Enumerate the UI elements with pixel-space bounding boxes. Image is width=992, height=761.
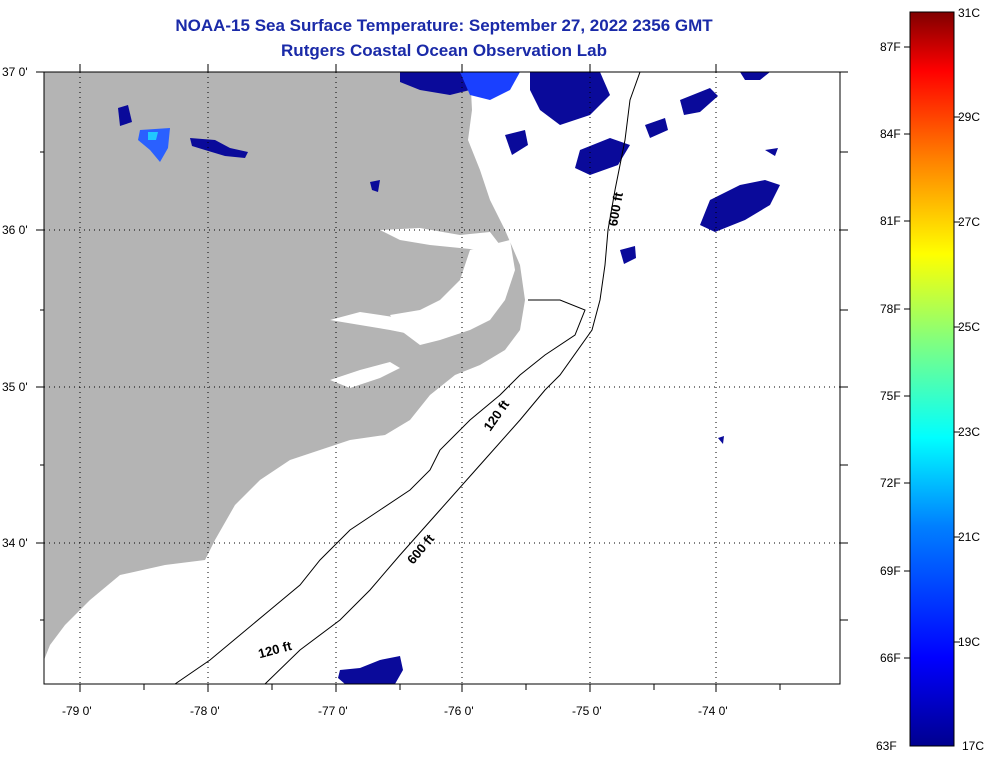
colorbar-label-27c: 27C [958, 215, 981, 229]
lat-label-37: 37 0' [2, 65, 28, 79]
colorbar-ticks [904, 46, 960, 659]
colorbar-label-84f: 84F [880, 127, 901, 141]
colorbar-label-72f: 72F [880, 476, 901, 490]
grid-lines [44, 72, 840, 684]
colorbar-gradient [909, 11, 955, 747]
lon-label-79: -79 0' [62, 704, 92, 718]
lon-label-74: -74 0' [698, 704, 728, 718]
colorbar-label-19c: 19C [958, 635, 981, 649]
colorbar-label-81f: 81F [880, 214, 901, 228]
colorbar-label-31c: 31C [958, 6, 981, 20]
colorbar-label-21c: 21C [958, 530, 981, 544]
colorbar-label-87f: 87F [880, 40, 901, 54]
colorbar-label-29c: 29C [958, 110, 981, 124]
colorbar-label-66f: 66F [880, 651, 901, 665]
neuse-river [330, 362, 400, 388]
contour-120ft-north [174, 299, 586, 684]
colorbar-label-75f: 75F [880, 389, 901, 403]
map-title: NOAA-15 Sea Surface Temperature: Septemb… [175, 16, 713, 35]
colorbar-label-23c: 23C [958, 425, 981, 439]
colorbar-label-17c: 17C [962, 739, 985, 753]
lon-label-75: -75 0' [572, 704, 602, 718]
colorbar-label-25c: 25C [958, 320, 981, 334]
lat-label-35: 35 0' [2, 380, 28, 394]
lat-label-34: 34 0' [2, 536, 28, 550]
pamlico-sound [390, 240, 515, 345]
colorbar-label-78f: 78F [880, 302, 901, 316]
albemarle-sound [380, 228, 500, 250]
land-mass [44, 72, 525, 660]
lon-label-76: -76 0' [444, 704, 474, 718]
colorbar-label-69f: 69F [880, 564, 901, 578]
lat-label-36: 36 0' [2, 223, 28, 237]
lon-label-77: -77 0' [318, 704, 348, 718]
colorbar-label-63f: 63F [876, 739, 897, 753]
contour-600ft [264, 72, 641, 684]
contour-label-600ft-north: 600 ft [605, 191, 626, 228]
map-ticks [36, 64, 848, 692]
map-subtitle: Rutgers Coastal Ocean Observation Lab [281, 41, 607, 60]
sst-patches [118, 72, 780, 684]
map-frame [43, 71, 841, 685]
lon-label-78: -78 0' [190, 704, 220, 718]
pamlico-river [330, 312, 420, 335]
